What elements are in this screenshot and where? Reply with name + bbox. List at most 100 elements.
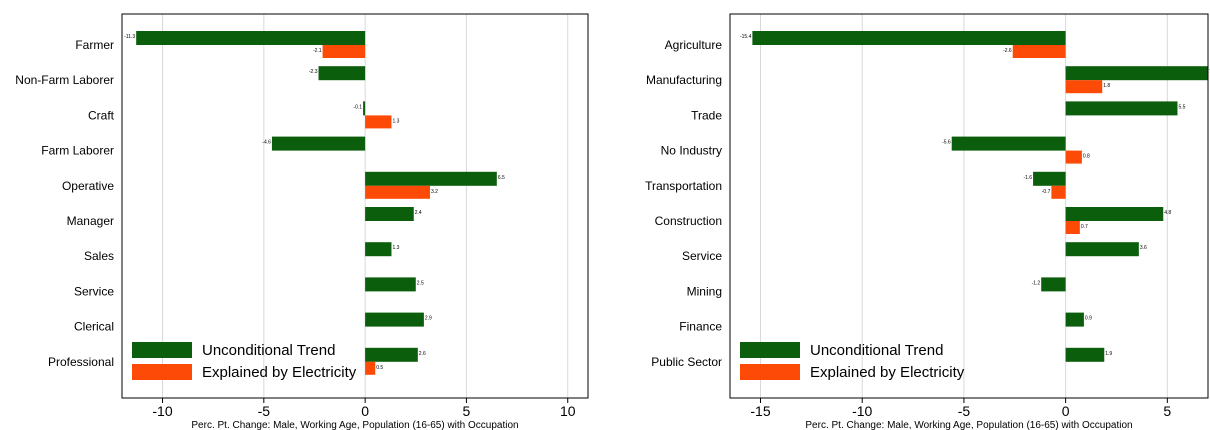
category-label: Finance: [679, 320, 722, 334]
data-label: 6.5: [498, 175, 505, 181]
x-axis-title: Perc. Pt. Change: Male, Working Age, Pop…: [805, 420, 1132, 430]
bar-unconditional-trend: [1033, 171, 1066, 186]
bar-unconditional-trend: [365, 312, 424, 327]
plot-frame: [729, 13, 1209, 399]
data-label: 0.8: [1083, 154, 1090, 160]
bar-unconditional-trend: [271, 136, 366, 151]
data-label: 3.2: [431, 189, 438, 195]
bar-unconditional-trend: [136, 31, 366, 45]
data-label: 4.8: [1164, 210, 1171, 216]
bar-unconditional-trend: [365, 277, 416, 292]
category-label: No Industry: [661, 144, 722, 158]
bar-unconditional-trend: [1065, 347, 1105, 362]
bar-unconditional-trend: [365, 242, 392, 257]
data-label: -0.7: [1042, 189, 1051, 195]
data-label: 5.5: [1178, 104, 1185, 110]
chart-panel-2: Agriculture-15.4-2.6Manufacturing71.8Tra…: [645, 13, 1210, 430]
data-label: -0.1: [353, 104, 362, 110]
legend-label-unconditional-trend: Unconditional Trend: [810, 342, 943, 359]
bar-unconditional-trend: [365, 171, 497, 186]
data-label: 2.5: [417, 280, 424, 286]
data-label: -1.2: [1032, 280, 1041, 286]
data-label: 1.9: [1105, 351, 1112, 357]
bar-unconditional-trend: [365, 347, 418, 362]
bar-unconditional-trend: [752, 31, 1066, 45]
legend-swatch-explained-by-electricity: [132, 364, 192, 380]
x-tick-label: 10: [560, 403, 576, 419]
data-label: 2.4: [415, 210, 422, 216]
bar-explained-by-electricity: [1065, 80, 1103, 94]
legend-swatch-unconditional-trend: [132, 342, 192, 358]
bar-explained-by-electricity: [1012, 45, 1066, 58]
legend-label-unconditional-trend: Unconditional Trend: [202, 342, 335, 359]
bar-unconditional-trend: [1065, 242, 1139, 257]
legend-swatch-explained-by-electricity: [740, 364, 800, 380]
data-label: 0.7: [1081, 224, 1088, 230]
data-label: 2.6: [419, 351, 426, 357]
x-tick-label: -5: [958, 403, 971, 419]
category-label: Sales: [84, 249, 114, 263]
bar-explained-by-electricity: [1065, 150, 1082, 164]
bar-unconditional-trend: [1065, 66, 1208, 81]
data-label: -11.3: [124, 34, 135, 40]
category-label: Professional: [48, 355, 114, 369]
data-label: 1.3: [392, 245, 399, 251]
bar-explained-by-electricity: [365, 115, 392, 129]
category-label: Transportation: [645, 179, 722, 193]
category-label: Farm Laborer: [41, 144, 114, 158]
legend-label-explained-by-electricity: Explained by Electricity: [202, 364, 357, 381]
x-tick-label: -5: [258, 403, 271, 419]
legend-label-explained-by-electricity: Explained by Electricity: [810, 364, 965, 381]
bar-explained-by-electricity: [322, 45, 366, 58]
x-tick-label: 0: [1062, 403, 1070, 419]
x-tick-label: -15: [750, 403, 770, 419]
data-label: -15.4: [740, 34, 752, 40]
category-label: Agriculture: [665, 38, 723, 52]
category-label: Service: [682, 249, 722, 263]
bar-unconditional-trend: [1041, 277, 1066, 292]
data-label: 0.5: [376, 365, 383, 371]
data-label: 0.9: [1085, 316, 1092, 322]
category-label: Service: [74, 284, 114, 298]
bar-unconditional-trend: [365, 207, 414, 221]
category-label: Operative: [62, 179, 114, 193]
legend-swatch-unconditional-trend: [740, 342, 800, 358]
x-axis-title: Perc. Pt. Change: Male, Working Age, Pop…: [191, 420, 518, 430]
category-label: Mining: [687, 284, 722, 298]
bar-unconditional-trend: [363, 101, 366, 116]
legend: Unconditional Trend Explained by Electric…: [132, 342, 357, 381]
data-label: 2.9: [425, 316, 432, 322]
category-label: Farmer: [75, 38, 114, 52]
data-label: 1.3: [392, 118, 399, 124]
category-label: Clerical: [74, 320, 114, 334]
bar-explained-by-electricity: [365, 185, 430, 199]
category-label: Non-Farm Laborer: [15, 73, 114, 87]
category-label: Trade: [691, 108, 722, 122]
data-label: -2.1: [313, 48, 322, 54]
bar-explained-by-electricity: [1065, 221, 1080, 234]
category-label: Manufacturing: [646, 73, 722, 87]
legend: Unconditional Trend Explained by Electric…: [740, 342, 965, 381]
data-label: -2.6: [1003, 48, 1012, 54]
category-label: Craft: [88, 108, 115, 122]
x-tick-label: 0: [361, 403, 369, 419]
bar-unconditional-trend: [1065, 207, 1164, 221]
bar-explained-by-electricity: [365, 361, 376, 375]
category-label: Public Sector: [651, 355, 722, 369]
bar-unconditional-trend: [318, 66, 366, 81]
data-label: 3.6: [1140, 245, 1147, 251]
data-label: -4.6: [262, 140, 271, 146]
data-label: -5.6: [942, 140, 951, 146]
data-label: -2.3: [309, 69, 318, 75]
data-label: 1.8: [1103, 83, 1110, 89]
category-label: Manager: [67, 214, 114, 228]
bar-unconditional-trend: [1065, 312, 1084, 327]
x-tick-label: -10: [152, 403, 172, 419]
x-tick-label: 5: [1163, 403, 1171, 419]
plot-frame: [121, 13, 589, 399]
category-label: Construction: [655, 214, 722, 228]
x-tick-label: -10: [852, 403, 872, 419]
bar-unconditional-trend: [951, 136, 1066, 151]
data-label: -1.6: [1023, 175, 1032, 181]
